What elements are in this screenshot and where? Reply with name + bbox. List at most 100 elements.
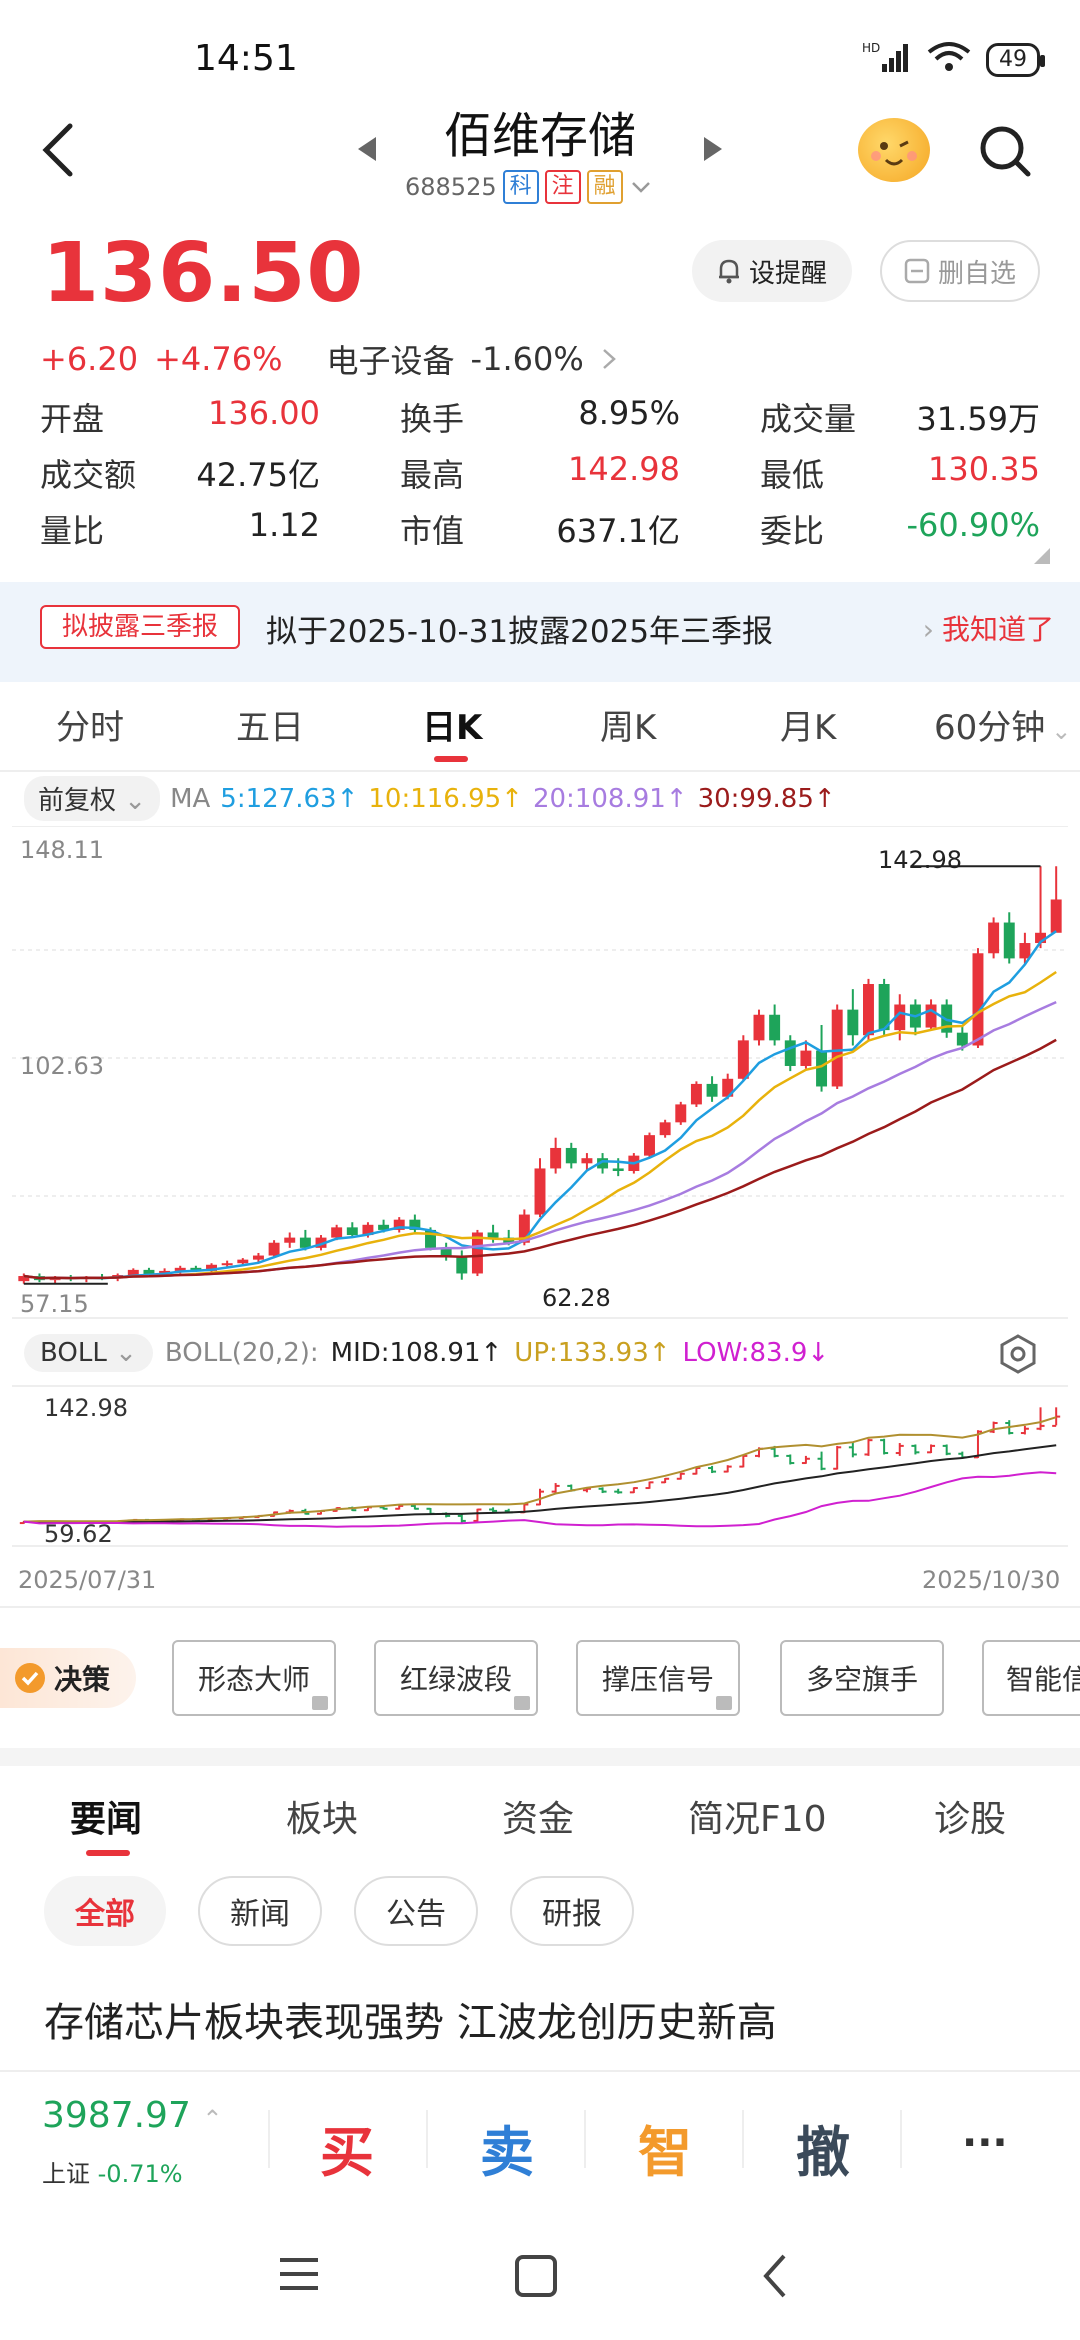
stat-value: 8.95%	[578, 394, 680, 432]
ma-legend: 前复权 ⌄ MA 5:127.63↑ 10:116.95↑ 20:108.91↑…	[24, 776, 836, 821]
chevron-right-icon[interactable]	[600, 346, 618, 372]
home-icon[interactable]	[514, 2254, 558, 2298]
sell-button[interactable]: 卖	[480, 2121, 534, 2184]
index-value-text: 3987.97	[42, 2095, 191, 2136]
candle-body	[346, 1227, 358, 1236]
last-price: 136.50	[42, 226, 365, 321]
candle-body	[597, 1158, 609, 1169]
sector-name[interactable]: 电子设备	[326, 342, 455, 380]
status-time: 14:51	[194, 38, 298, 79]
banner-ack-button[interactable]: › 我知道了	[923, 608, 1054, 648]
tab-daily-k[interactable]: 日K	[422, 708, 483, 748]
hd-label: HD	[862, 41, 880, 55]
candle-body	[315, 1237, 327, 1248]
divider	[0, 1606, 1080, 1608]
low-mark-label: 62.28	[542, 1284, 611, 1312]
trade-bar	[0, 2070, 1080, 2210]
tab-weekly-k[interactable]: 周K	[600, 708, 657, 748]
boll-mid: MID:108.91↑	[330, 1338, 503, 1368]
index-value[interactable]: 3987.97 ⌃	[42, 2095, 222, 2136]
date-start: 2025/07/31	[18, 1566, 157, 1594]
candle-body	[956, 1032, 968, 1046]
ma20-value: 20:108.91↑	[532, 783, 688, 814]
indicator-dropdown[interactable]: BOLL ⌄	[24, 1334, 153, 1372]
settings-hex-icon[interactable]	[996, 1332, 1040, 1376]
set-alert-button[interactable]: 设提醒	[692, 240, 852, 302]
more-button[interactable]: ···	[962, 2120, 1008, 2166]
boll-low-line	[23, 1471, 1057, 1528]
price-change-pct: +4.76%	[154, 340, 283, 378]
candle-body	[675, 1104, 687, 1123]
remove-watchlist-button[interactable]: 删自选	[880, 240, 1040, 302]
candle-body	[127, 1269, 139, 1276]
tab-funds[interactable]: 资金	[502, 1799, 575, 1840]
tool-support-resistance[interactable]: 撑压信号	[576, 1640, 740, 1716]
chevron-down-icon[interactable]	[629, 177, 653, 197]
sector-pct[interactable]: -1.60%	[470, 340, 584, 378]
boll-chart[interactable]	[0, 1380, 1080, 1550]
candle-body	[737, 1040, 749, 1079]
next-stock-button[interactable]	[700, 135, 724, 167]
candle-body	[237, 1259, 249, 1264]
prev-stock-button[interactable]	[356, 135, 380, 167]
axis-top-label: 148.11	[20, 836, 104, 864]
high-mark-label: 142.98	[878, 846, 962, 874]
candle-body	[690, 1083, 702, 1105]
back-button[interactable]	[38, 120, 88, 180]
bell-icon	[718, 259, 739, 284]
menu-icon[interactable]	[278, 2256, 320, 2292]
chip-all[interactable]: 全部	[44, 1876, 166, 1946]
stat-label: 换手	[400, 400, 465, 438]
tab-sector[interactable]: 板块	[286, 1799, 359, 1840]
boll-params: BOLL(20,2):	[164, 1338, 319, 1368]
candle-body	[425, 1229, 436, 1248]
cancel-order-button[interactable]: 撤	[796, 2121, 850, 2184]
boll-up-line	[23, 1416, 1057, 1523]
tab-monthly-k[interactable]: 月K	[780, 708, 837, 748]
triangle-right-icon	[704, 137, 722, 161]
news-headline[interactable]: 存储芯片板块表现强势 江波龙创历史新高	[44, 2000, 777, 2046]
triangle-left-icon	[358, 137, 376, 161]
candle-body	[378, 1224, 390, 1230]
adjust-dropdown[interactable]: 前复权 ⌄	[24, 776, 161, 821]
news-tab-underline	[86, 1850, 130, 1856]
tab-diagnosis[interactable]: 诊股	[934, 1799, 1007, 1840]
chip-research[interactable]: 研报	[510, 1876, 634, 1946]
divider	[900, 2110, 902, 2168]
stock-code-line: 688525 科 注 融	[405, 170, 653, 204]
kline-chart[interactable]	[0, 826, 1080, 1326]
candle-body	[894, 1004, 906, 1031]
tool-smart[interactable]: 智能信	[982, 1640, 1080, 1716]
tool-bull-bear-flag[interactable]: 多空旗手	[780, 1640, 944, 1716]
smart-button[interactable]: 智	[638, 2121, 692, 2184]
stat-value: 142.98	[568, 450, 680, 488]
stat-bid-ratio: 委比 -60.90%	[760, 506, 1040, 552]
stat-label: 市值	[400, 512, 465, 550]
indicator-label: BOLL	[40, 1338, 107, 1368]
chevron-down-icon: ⌄	[1051, 717, 1072, 745]
buy-button[interactable]: 买	[320, 2121, 374, 2184]
tab-f10[interactable]: 简况F10	[688, 1799, 827, 1840]
chip-news[interactable]: 新闻	[198, 1876, 322, 1946]
mascot-avatar[interactable]	[858, 118, 930, 182]
candle-body	[659, 1122, 671, 1136]
stat-value: 42.75亿	[196, 456, 320, 494]
tab-intraday[interactable]: 分时	[56, 708, 124, 748]
tool-pattern-master[interactable]: 形态大师	[172, 1640, 336, 1716]
tab-news-highlights[interactable]: 要闻	[70, 1799, 143, 1840]
divider	[268, 2110, 270, 2168]
tool-label: 智能信	[1006, 1663, 1080, 1696]
search-button[interactable]	[978, 124, 1034, 184]
candle-body	[268, 1242, 280, 1256]
decision-button[interactable]: 决策	[0, 1648, 137, 1708]
expand-corner-icon[interactable]	[1034, 548, 1050, 564]
chip-announcements[interactable]: 公告	[354, 1876, 478, 1946]
lock-icon	[716, 1696, 732, 1710]
tab-60min[interactable]: 60分钟 ⌄	[934, 700, 1071, 749]
candle-body	[581, 1158, 593, 1164]
chevron-left-icon	[42, 123, 73, 177]
nav-back-icon[interactable]	[760, 2252, 790, 2300]
tool-red-green-wave[interactable]: 红绿波段	[374, 1640, 538, 1716]
tab-five-day[interactable]: 五日	[236, 708, 304, 748]
stat-label: 开盘	[40, 400, 105, 438]
